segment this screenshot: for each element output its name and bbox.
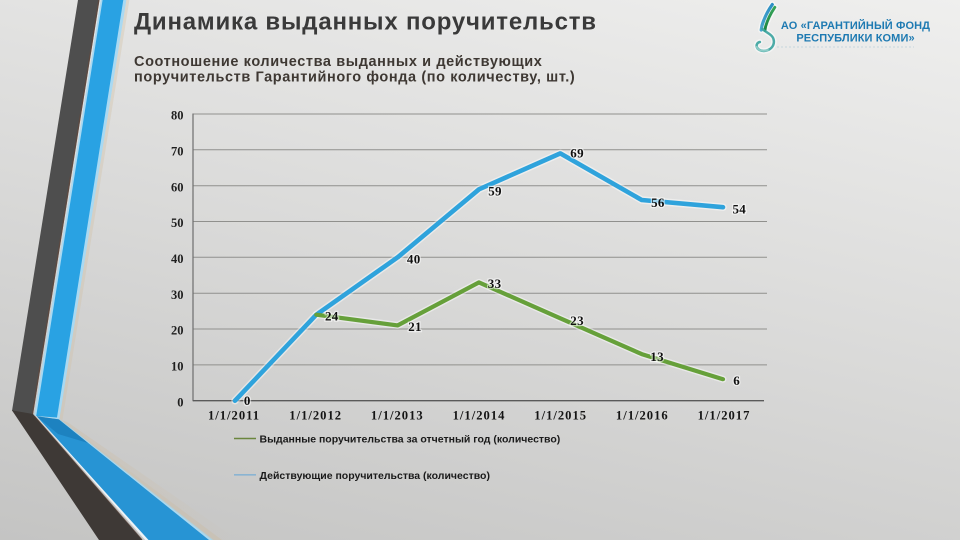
svg-text:10: 10 (171, 360, 184, 374)
svg-text:30: 30 (171, 288, 184, 302)
svg-text:13: 13 (650, 349, 664, 364)
svg-text:6: 6 (733, 373, 740, 388)
svg-text:1/1/2015: 1/1/2015 (534, 409, 587, 423)
svg-text:РЕСПУБЛИКИ КОМИ»: РЕСПУБЛИКИ КОМИ» (796, 33, 914, 45)
svg-text:1/1/2011: 1/1/2011 (208, 409, 260, 423)
svg-text:21: 21 (408, 319, 422, 334)
svg-text:69: 69 (570, 145, 584, 160)
svg-text:1/1/2014: 1/1/2014 (453, 409, 506, 423)
svg-text:Динамика выданных поручительст: Динамика выданных поручительств (134, 9, 597, 36)
svg-text:23: 23 (570, 313, 584, 328)
svg-text:Соотношение количества выданны: Соотношение количества выданных и действ… (134, 54, 542, 70)
svg-text:20: 20 (171, 324, 184, 338)
svg-text:40: 40 (171, 252, 184, 266)
svg-text:80: 80 (171, 109, 184, 123)
svg-text:24: 24 (325, 308, 339, 323)
svg-text:1/1/2017: 1/1/2017 (698, 409, 751, 423)
svg-text:1/1/2013: 1/1/2013 (371, 409, 424, 423)
svg-text:0: 0 (177, 395, 183, 409)
svg-text:33: 33 (488, 276, 502, 291)
svg-text:50: 50 (171, 216, 184, 230)
svg-text:70: 70 (171, 145, 184, 159)
svg-text:1/1/2012: 1/1/2012 (289, 409, 342, 423)
svg-text:поручительств Гарантийного фон: поручительств Гарантийного фонда (по кол… (134, 70, 575, 86)
svg-text:АО «ГАРАНТИЙНЫЙ ФОНД: АО «ГАРАНТИЙНЫЙ ФОНД (781, 19, 930, 32)
svg-text:56: 56 (651, 195, 665, 210)
svg-text:40: 40 (407, 252, 421, 267)
svg-text:59: 59 (488, 184, 502, 199)
svg-text:54: 54 (733, 201, 747, 216)
svg-text:Действующие поручительства (ко: Действующие поручительства (количество) (260, 470, 490, 482)
svg-text:60: 60 (171, 180, 184, 194)
svg-text:Выданные поручительства за отч: Выданные поручительства за отчетный год … (260, 434, 561, 446)
svg-text:0: 0 (244, 393, 251, 408)
svg-text:1/1/2016: 1/1/2016 (616, 409, 669, 423)
